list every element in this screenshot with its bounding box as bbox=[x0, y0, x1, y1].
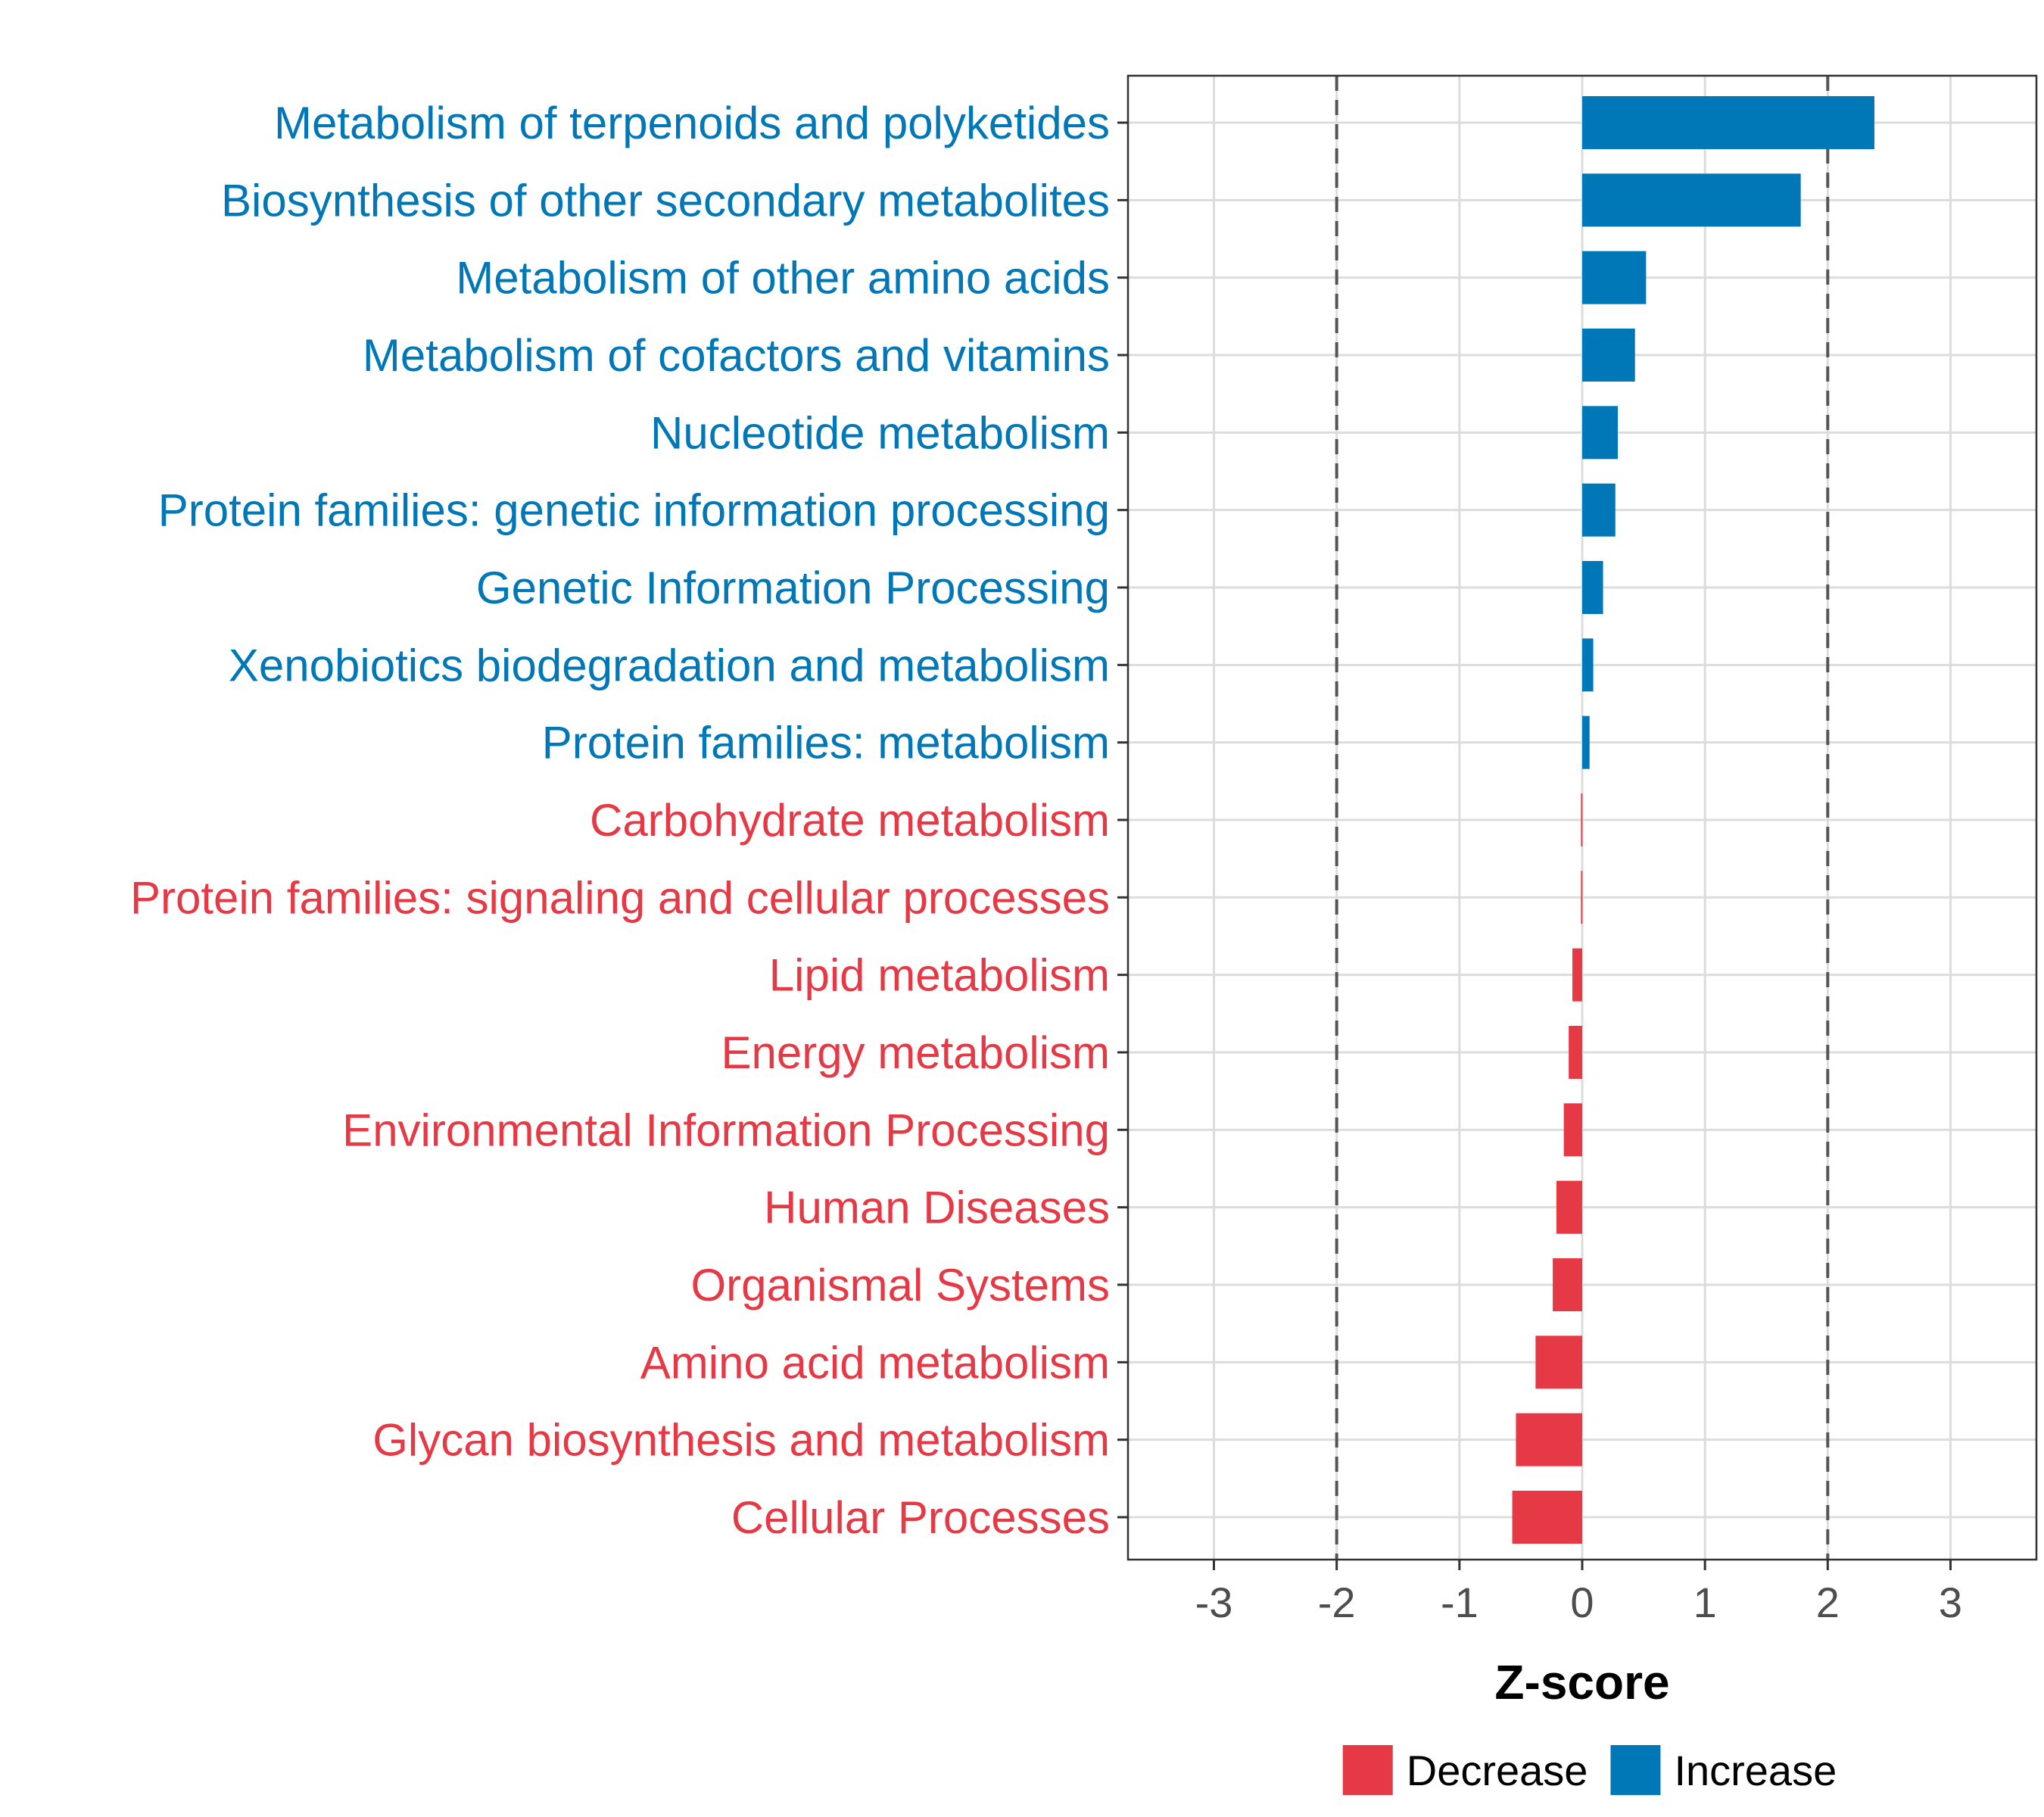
x-tick-label: 3 bbox=[1939, 1579, 1962, 1626]
category-label: Protein families: signaling and cellular… bbox=[130, 872, 1110, 923]
category-labels: Metabolism of terpenoids and polyketides… bbox=[130, 98, 1128, 1543]
category-label: Biosynthesis of other secondary metaboli… bbox=[221, 175, 1110, 226]
category-label: Glycan biosynthesis and metabolism bbox=[372, 1415, 1110, 1466]
bar bbox=[1563, 1103, 1582, 1157]
x-tick-label: -2 bbox=[1318, 1579, 1356, 1626]
bar bbox=[1556, 1180, 1582, 1234]
category-label: Amino acid metabolism bbox=[640, 1337, 1110, 1388]
category-label: Xenobiotics biodegradation and metabolis… bbox=[229, 640, 1110, 690]
legend-swatch bbox=[1610, 1745, 1661, 1795]
x-tick-label: -1 bbox=[1441, 1579, 1478, 1626]
category-label: Protein families: metabolism bbox=[542, 718, 1110, 768]
bar bbox=[1582, 406, 1619, 460]
x-tick-label: -3 bbox=[1195, 1579, 1233, 1626]
bar bbox=[1582, 251, 1647, 304]
category-label: Lipid metabolism bbox=[769, 950, 1110, 1001]
bar bbox=[1581, 793, 1583, 846]
category-label: Nucleotide metabolism bbox=[650, 407, 1110, 458]
x-tick-label: 1 bbox=[1693, 1579, 1717, 1626]
category-label: Metabolism of cofactors and vitamins bbox=[363, 330, 1110, 381]
bar bbox=[1582, 483, 1616, 537]
bar bbox=[1582, 329, 1635, 382]
legend-swatch bbox=[1342, 1745, 1393, 1795]
reference-lines bbox=[1335, 76, 1830, 1560]
bar bbox=[1581, 871, 1583, 924]
bar bbox=[1535, 1335, 1582, 1389]
x-axis-title: Z-score bbox=[1494, 1655, 1669, 1709]
category-label: Metabolism of terpenoids and polyketides bbox=[274, 98, 1110, 148]
bars bbox=[1512, 96, 1874, 1544]
bar bbox=[1582, 173, 1801, 227]
legend-label: Decrease bbox=[1407, 1747, 1588, 1794]
bar bbox=[1516, 1413, 1582, 1466]
bar bbox=[1582, 96, 1874, 149]
category-label: Metabolism of other amino acids bbox=[456, 253, 1110, 304]
category-label: Cellular Processes bbox=[731, 1492, 1110, 1543]
bar bbox=[1512, 1491, 1582, 1544]
category-label: Environmental Information Processing bbox=[342, 1105, 1110, 1155]
bar bbox=[1582, 715, 1590, 769]
category-label: Carbohydrate metabolism bbox=[590, 795, 1110, 846]
x-tick-label: 2 bbox=[1816, 1579, 1840, 1626]
category-label: Organismal Systems bbox=[691, 1260, 1110, 1311]
legend: Decrease Increase bbox=[1342, 1745, 1837, 1795]
bar bbox=[1572, 948, 1582, 1002]
x-tick-label: 0 bbox=[1570, 1579, 1594, 1626]
bar bbox=[1582, 561, 1603, 614]
category-label: Genetic Information Processing bbox=[476, 563, 1110, 613]
bar bbox=[1582, 638, 1594, 692]
x-axis-ticks: -3 -2 -1 0 1 2 3 bbox=[1195, 1560, 1962, 1626]
legend-label: Increase bbox=[1674, 1747, 1837, 1794]
category-label: Energy metabolism bbox=[721, 1027, 1110, 1078]
category-label: Protein families: genetic information pr… bbox=[158, 485, 1110, 536]
bar bbox=[1553, 1258, 1582, 1311]
category-label: Human Diseases bbox=[764, 1183, 1110, 1233]
bar bbox=[1569, 1026, 1582, 1079]
